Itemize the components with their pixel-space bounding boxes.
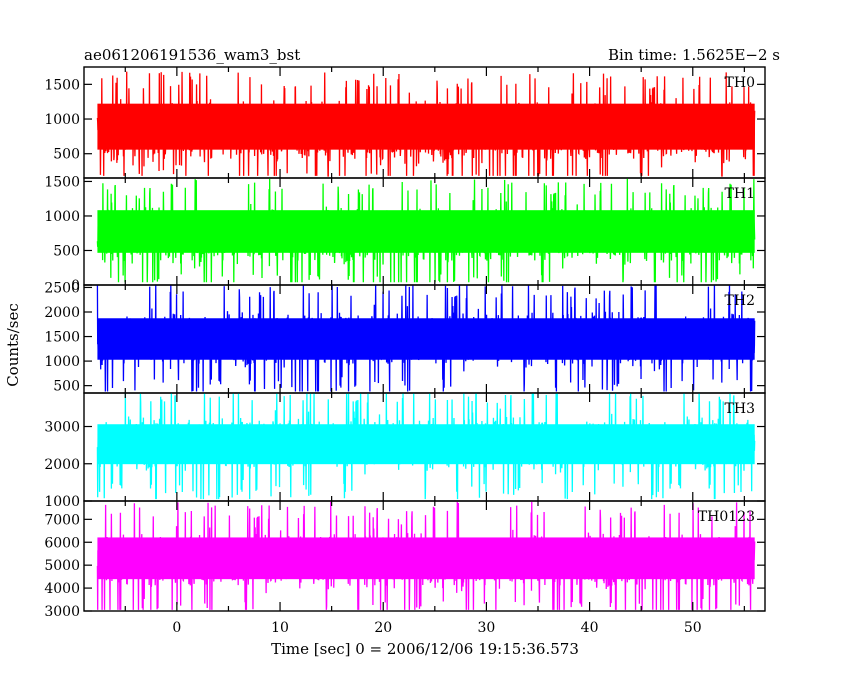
y-tick-label: 3000 — [44, 604, 80, 620]
x-tick-label: 10 — [271, 620, 289, 636]
series-th0123 — [96, 501, 756, 610]
y-tick-label: 1500 — [44, 330, 80, 346]
panel-th3: 1000 2000 3000 TH3 — [44, 392, 766, 510]
y-tick-label: 2000 — [44, 457, 80, 473]
y-tick-label: 5000 — [44, 558, 80, 574]
x-tick-label: 50 — [684, 620, 702, 636]
panel-frame — [83, 500, 766, 612]
x-tick-label: 30 — [477, 620, 495, 636]
panel-th1: 0 500 1000 1500 TH1 — [44, 174, 766, 294]
y-tick-label: 500 — [53, 379, 80, 395]
chart-title: ae061206191536_wam3_bst — [84, 46, 300, 64]
y-tick-label: 2500 — [44, 280, 80, 296]
panel-label: TH0123 — [698, 509, 755, 525]
x-tick-label: 0 — [172, 620, 181, 636]
panel-th2: 500 1000 1500 2000 2500 TH2 — [44, 280, 766, 395]
y-tick-label: 0 — [71, 278, 80, 294]
y-tick-label: 4000 — [44, 581, 80, 597]
y-tick-label: 2000 — [44, 305, 80, 321]
series-th1 — [96, 178, 756, 283]
y-tick-label: 1500 — [44, 174, 80, 190]
y-tick-label: 1500 — [44, 77, 80, 93]
y-tick-label: 7000 — [44, 512, 80, 528]
panel-label: TH3 — [725, 401, 755, 417]
y-tick-label: 1000 — [44, 112, 80, 128]
y-axis-title: Counts/sec — [4, 303, 22, 387]
y-tick-label: 500 — [53, 147, 80, 163]
x-axis-title: Time [sec] 0 = 2006/12/06 19:15:36.573 — [271, 640, 579, 658]
panel-th0123: 3000 4000 5000 6000 7000 TH0123 — [44, 500, 766, 620]
series-th0 — [96, 71, 756, 177]
y-tick-label: 1000 — [44, 354, 80, 370]
panel-label: TH2 — [725, 293, 755, 309]
y-tick-label: 1000 — [44, 494, 80, 510]
series-th3 — [96, 393, 756, 500]
panel-th0: 500 1000 1500 TH0 — [44, 66, 766, 179]
y-tick-label: 500 — [53, 243, 80, 259]
bin-time-label: Bin time: 1.5625E−2 s — [608, 46, 780, 64]
series-th2 — [96, 285, 756, 392]
y-tick-label: 6000 — [44, 535, 80, 551]
y-tick-label: 3000 — [44, 420, 80, 436]
y-tick-label: 1000 — [44, 209, 80, 225]
panel-label: TH0 — [725, 75, 755, 91]
panel-label: TH1 — [725, 186, 755, 202]
x-tick-label: 20 — [374, 620, 392, 636]
x-tick-label: 40 — [581, 620, 599, 636]
